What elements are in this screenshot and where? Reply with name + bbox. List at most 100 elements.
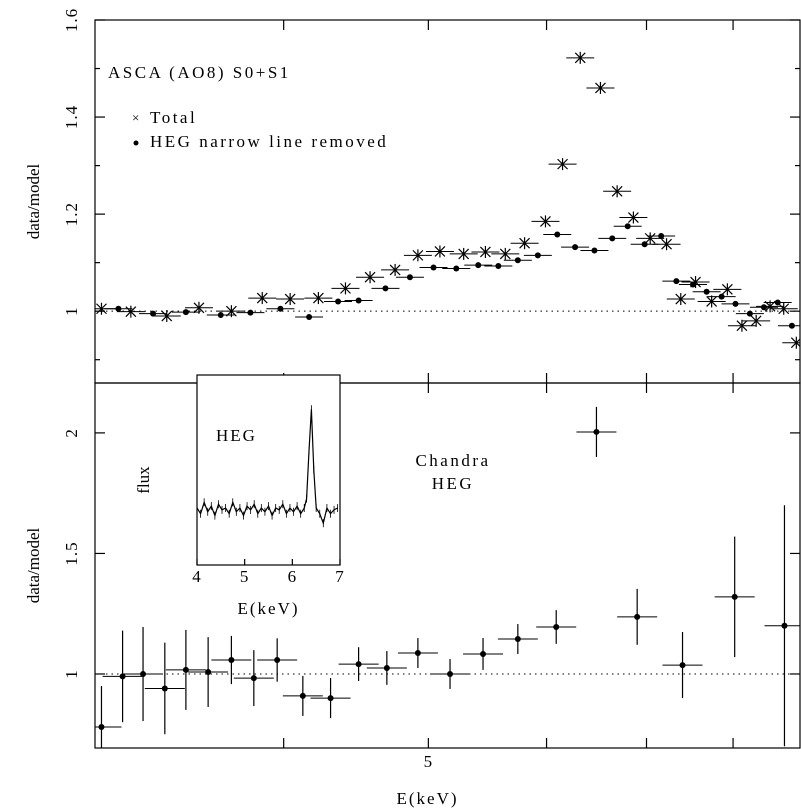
legend-symbol	[133, 140, 139, 146]
dot-marker	[593, 428, 600, 435]
y-tick-label: 1	[62, 306, 81, 316]
dot-marker	[414, 650, 421, 657]
dot-marker	[98, 724, 105, 731]
dot-marker	[274, 657, 281, 664]
dot-marker	[732, 300, 739, 307]
dot-marker	[119, 673, 126, 680]
plot-area	[95, 51, 800, 349]
plot-frame	[196, 374, 341, 566]
asterisk-marker	[721, 283, 733, 296]
y-tick-label: 1	[62, 669, 81, 679]
dot-marker	[514, 257, 521, 264]
dot-marker	[572, 244, 579, 251]
dot-marker	[609, 235, 616, 242]
dot-marker	[731, 593, 738, 600]
dot-marker	[673, 278, 680, 285]
dot-marker	[161, 685, 168, 692]
dot-marker	[495, 263, 502, 270]
dot-marker	[788, 322, 795, 329]
asterisk-marker	[312, 292, 324, 305]
x-axis-label: E(keV)	[396, 789, 458, 808]
asterisk-marker	[458, 247, 470, 260]
asterisk-marker	[96, 302, 107, 315]
x-tick-label: 5	[424, 752, 434, 771]
asterisk-marker	[540, 215, 551, 228]
asterisk-marker	[340, 282, 351, 295]
dot-marker	[150, 310, 157, 317]
dot-marker	[746, 310, 753, 317]
plot-area	[197, 405, 339, 528]
plot-area	[95, 406, 800, 748]
y-tick-label: 1.6	[62, 8, 81, 32]
dot-marker	[760, 304, 767, 311]
asterisk-marker	[644, 232, 656, 245]
dot-marker	[774, 299, 781, 306]
asterisk-marker	[161, 310, 173, 323]
x-tick-label: 5	[240, 567, 250, 586]
asterisk-marker	[499, 247, 511, 260]
asterisk-marker	[519, 237, 531, 250]
dot-marker	[641, 241, 648, 248]
asterisk-marker	[389, 263, 401, 276]
dot-marker	[679, 662, 686, 669]
dot-marker	[355, 661, 362, 668]
y-tick-label: 1.2	[62, 202, 81, 226]
dot-marker	[228, 657, 235, 664]
dot-marker	[781, 622, 788, 629]
dot-marker	[335, 298, 342, 305]
annotation: HEG	[432, 474, 474, 493]
dot-marker	[553, 623, 560, 630]
dot-marker	[480, 650, 487, 657]
annotation: ASCA (AO8) S0+S1	[108, 63, 291, 82]
dot-marker	[406, 274, 413, 281]
asterisk-marker	[479, 245, 491, 258]
asterisk-marker	[611, 185, 623, 198]
dot-marker	[475, 262, 482, 269]
asterisk-marker	[736, 319, 748, 332]
dot-marker	[703, 288, 710, 295]
asterisk-marker	[364, 271, 376, 284]
dot-marker	[514, 636, 521, 643]
x-tick-label: 6	[288, 567, 298, 586]
y-axis-label: data/model	[24, 163, 43, 239]
asterisk-marker	[661, 238, 672, 251]
dot-marker	[277, 305, 284, 312]
asterisk-marker	[574, 51, 586, 64]
legend-label: HEG narrow line removed	[150, 132, 388, 151]
y-tick-label: 1.4	[62, 105, 81, 129]
dot-marker	[250, 675, 257, 682]
legend-symbol: ×	[132, 110, 140, 125]
y-tick-label: 2	[62, 428, 81, 438]
legend-label: Total	[150, 108, 197, 127]
asterisk-marker	[706, 295, 718, 308]
asterisk-marker	[412, 249, 424, 262]
asterisk-marker	[595, 81, 606, 94]
plot-frame	[94, 382, 801, 749]
asterisk-marker	[284, 293, 296, 306]
asterisk-marker	[675, 293, 687, 306]
dot-marker	[634, 613, 641, 620]
dot-marker	[205, 669, 212, 676]
dot-marker	[115, 305, 122, 312]
y-tick-label: 1.5	[62, 541, 81, 565]
x-axis-label: E(keV)	[237, 599, 299, 618]
dot-marker	[624, 223, 631, 230]
dot-marker	[658, 232, 665, 239]
dot-marker	[217, 312, 224, 319]
asterisk-marker	[434, 245, 446, 258]
y-axis-label: data/model	[24, 527, 43, 603]
dot-marker	[382, 285, 389, 292]
dot-marker	[140, 670, 147, 677]
dot-marker	[430, 264, 437, 271]
dot-marker	[327, 695, 334, 702]
dot-marker	[447, 670, 454, 677]
asterisk-marker	[256, 292, 268, 305]
dot-marker	[299, 692, 306, 699]
dot-marker	[383, 664, 390, 671]
dot-marker	[534, 252, 541, 259]
dot-marker	[182, 309, 189, 316]
dot-marker	[355, 297, 362, 304]
dot-marker	[182, 666, 189, 673]
dot-marker	[453, 265, 460, 272]
